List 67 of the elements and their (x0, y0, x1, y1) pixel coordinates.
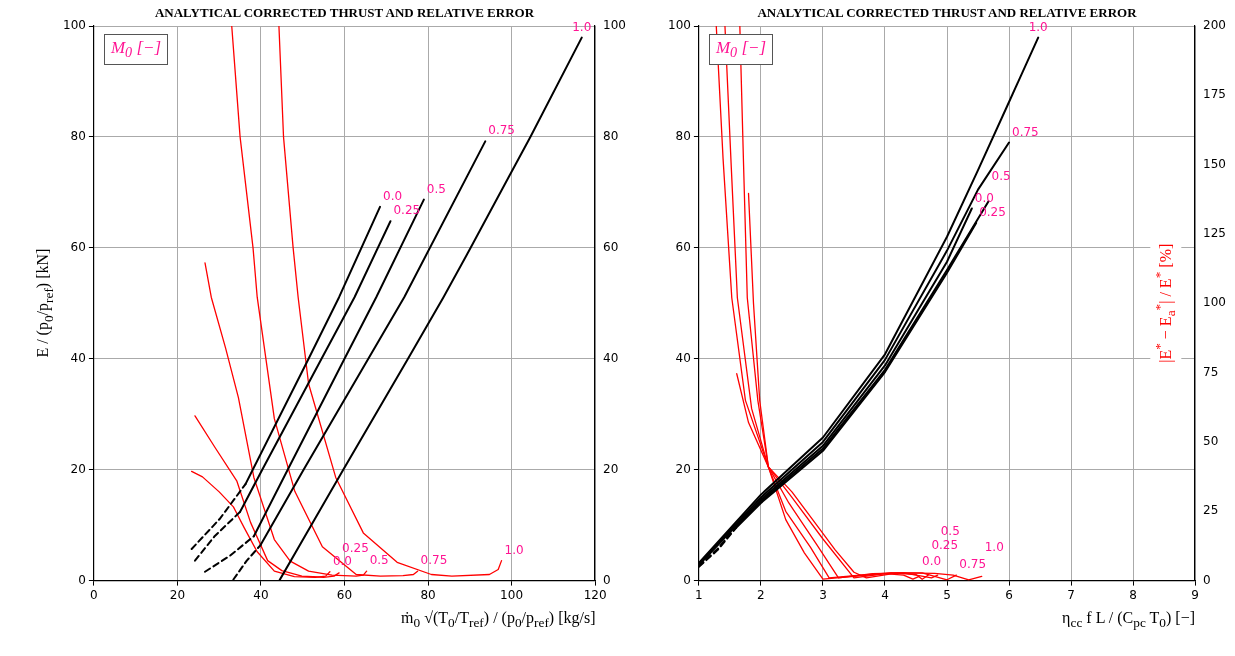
legend-title: M$_{0}$ [−] (103, 34, 169, 66)
annotation: 0.25 (342, 540, 369, 555)
annotation: 0.5 (940, 523, 960, 538)
x-tick-label: 40 (253, 587, 269, 602)
annotation: 0.25 (931, 537, 959, 552)
annotation: 0.75 (420, 553, 448, 568)
chart-title: ANALYTICAL CORRECTED THRUST AND RELATIVE ERROR (757, 5, 1137, 21)
annotation: 0.75 (488, 123, 515, 138)
annotation: 1.0 (504, 542, 524, 557)
annotation: 0.75 (1012, 124, 1039, 139)
x-tick-label: 8 (1129, 587, 1137, 602)
y2-tick-label: 0 (1203, 572, 1211, 587)
y2-tick-label: 100 (1203, 295, 1226, 310)
annotation: 0.0 (922, 554, 942, 569)
y-tick-label: 100 (63, 18, 86, 33)
y-tick-label: 40 (675, 350, 691, 365)
x-tick-label: 2 (757, 587, 765, 602)
x-tick-label: 9 (1191, 587, 1199, 602)
annotation: 0.0 (383, 188, 403, 203)
annotation: 1.0 (572, 19, 592, 34)
y-tick-label: 20 (675, 461, 691, 476)
y2-tick-label: 150 (1203, 156, 1226, 171)
legend-title: M$_{0}$ [−] (708, 34, 774, 66)
y-tick-label: 60 (675, 239, 691, 254)
y-tick-label: 80 (675, 129, 691, 144)
x-tick-label: 4 (881, 587, 889, 602)
annotation: 0.25 (393, 203, 421, 218)
annotation: 1.0 (1028, 19, 1048, 34)
x-tick-label: 120 (583, 587, 607, 602)
x-tick-label: 20 (169, 587, 186, 602)
y2-tick-label: 125 (1203, 226, 1226, 241)
annotation: 0.75 (959, 557, 987, 572)
x-tick-label: 6 (1005, 587, 1013, 602)
text: ṁ$_{0}$ √(T$_{0}$/T$_{ref}$) / (p$_{0}$/p$_{ref}$) [kg/s] (401, 608, 596, 630)
y2-tick-label: 40 (603, 350, 619, 365)
x-tick-label: 3 (819, 587, 827, 602)
y-tick-label: 0 (683, 572, 691, 587)
x-tick-label: 80 (420, 587, 436, 602)
y2-tick-label: 0 (603, 572, 611, 587)
y2-tick-label: 25 (1203, 503, 1219, 518)
annotation: 0.0 (974, 190, 994, 205)
y2-tick-label: 50 (1203, 434, 1219, 449)
annotation: 0.5 (369, 553, 389, 568)
y2-tick-label: 20 (603, 461, 619, 476)
y2-tick-label: 100 (603, 18, 626, 33)
y-tick-label: 20 (70, 461, 86, 476)
annotation: 0.5 (991, 169, 1011, 184)
y2-tick-label: 75 (1203, 364, 1219, 379)
x-tick-label: 7 (1067, 587, 1075, 602)
chart-title: ANALYTICAL CORRECTED THRUST AND RELATIVE ERROR (154, 5, 535, 21)
x-tick-label: 1 (695, 587, 703, 602)
x-tick-label: 60 (336, 587, 353, 602)
y2-tick-label: 60 (603, 239, 619, 254)
y2-tick-label: 175 (1203, 87, 1226, 102)
x-tick-label: 0 (90, 587, 98, 602)
annotation: 0.5 (426, 181, 446, 196)
y-tick-label: 60 (70, 239, 86, 254)
y2-tick-label: 200 (1203, 18, 1226, 33)
y-tick-label: 40 (70, 350, 86, 365)
x-tick-label: 100 (500, 587, 524, 602)
y-tick-label: 0 (78, 572, 86, 587)
y2-tick-label: 80 (603, 129, 619, 144)
y-tick-label: 100 (668, 18, 691, 33)
x-axis-title: η$_{cc}$ f L / (C$_{pc}$ T$_{0}$) [−] (1062, 608, 1196, 631)
annotation: 1.0 (984, 540, 1004, 555)
x-tick-label: 5 (943, 587, 951, 602)
y-tick-label: 80 (70, 129, 86, 144)
